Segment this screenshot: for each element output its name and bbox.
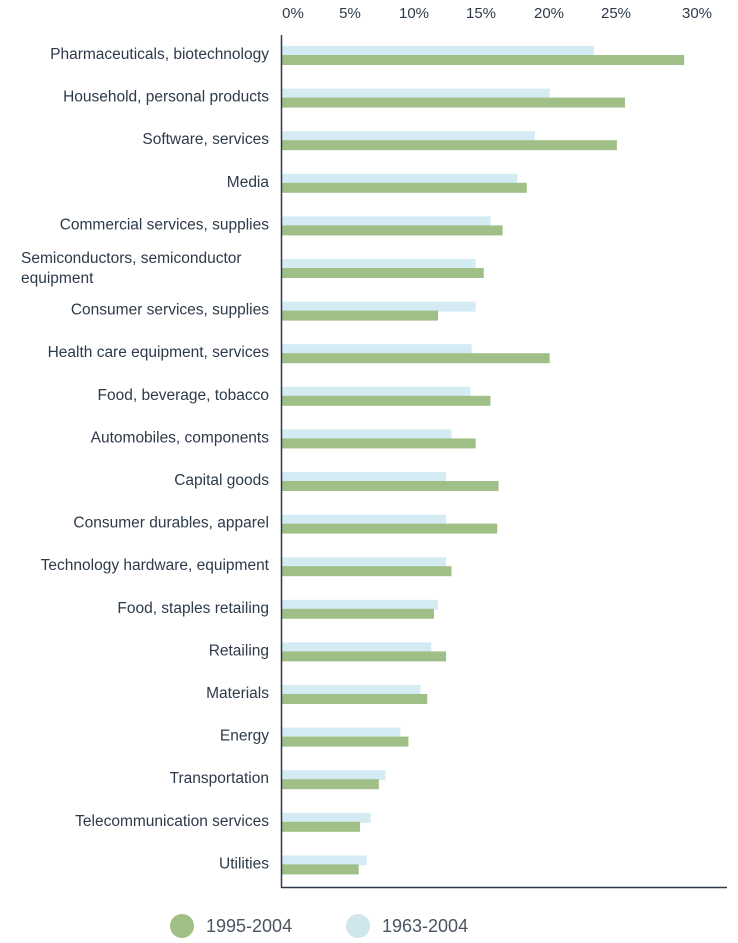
legend-label-1995-2004: 1995-2004 [206,915,293,936]
bar-1995-2004 [282,395,491,406]
bar-1995-2004 [282,225,503,236]
category-label: Food, staples retailing [117,600,269,617]
bar-1995-2004 [282,736,409,747]
category-label: Capital goods [174,472,269,489]
bar-1963-2004 [282,770,386,781]
x-tick-label: 30% [682,5,712,22]
bar-1995-2004 [282,821,361,832]
bar-1995-2004 [282,438,476,449]
category-label: Pharmaceuticals, biotechnology [50,46,269,63]
category-label: Consumer durables, apparel [73,515,269,532]
bar-1963-2004 [282,46,595,56]
x-axis-ticks: 0% 5% 10% 15% 20% 25% 30% [282,5,712,22]
category-label: Household, personal products [63,89,269,106]
bar-1963-2004 [282,855,367,866]
bar-1995-2004 [282,353,550,364]
bar-1963-2004 [282,344,472,355]
bar-1963-2004 [282,429,452,440]
bar-1995-2004 [282,694,428,704]
category-label: Health care equipment, services [48,344,270,361]
legend-label-1963-2004: 1963-2004 [382,915,469,936]
x-tick-label: 25% [601,5,631,22]
legend-swatch-1995-2004 [170,914,194,938]
bar-1963-2004 [282,685,421,695]
bar-1963-2004 [282,727,401,738]
bar-1963-2004 [282,599,439,610]
category-label: Transportation [170,770,269,787]
bar-1995-2004 [282,779,379,790]
bar-1963-2004 [282,259,476,269]
category-labels: Pharmaceuticals, biotechnology Household,… [21,46,270,872]
x-tick-label: 15% [466,5,496,22]
category-label: Telecommunication services [75,813,269,830]
bar-1995-2004 [282,140,617,151]
bar-1963-2004 [282,514,447,525]
category-label: Semiconductors, semiconductor equipment [21,250,242,287]
x-tick-label: 20% [534,5,564,22]
bar-1995-2004 [282,864,359,875]
bar-1995-2004 [282,55,685,65]
bar-1995-2004 [282,481,499,491]
bar-1995-2004 [282,608,434,619]
x-tick-label: 0% [282,5,304,22]
bar-1963-2004 [282,812,371,823]
bar-1963-2004 [282,173,518,184]
bars [282,46,685,875]
bar-1995-2004 [282,182,527,193]
x-tick-label: 10% [399,5,429,22]
category-label: Commercial services, supplies [60,216,270,233]
bar-1963-2004 [282,301,476,312]
bar-1963-2004 [282,557,447,568]
bar-1963-2004 [282,642,432,653]
bar-1963-2004 [282,472,447,482]
bar-1995-2004 [282,566,452,577]
bar-1963-2004 [282,216,491,227]
bar-1963-2004 [282,131,535,142]
category-label: Software, services [142,131,269,148]
bar-1995-2004 [282,651,447,662]
category-label: Retailing [209,642,269,659]
category-label: Food, beverage, tobacco [98,387,269,404]
bar-1995-2004 [282,268,484,278]
category-label: Energy [220,728,269,745]
category-label: Technology hardware, equipment [41,557,270,574]
category-label: Materials [206,685,269,702]
bar-1995-2004 [282,310,439,321]
category-label: Utilities [219,855,269,872]
bar-1995-2004 [282,97,625,108]
legend-item-1963-2004: 1963-2004 [346,914,468,938]
bar-1995-2004 [282,523,498,534]
bar-1963-2004 [282,88,550,99]
category-label: Automobiles, components [91,429,270,446]
bar-1963-2004 [282,386,471,397]
legend-item-1995-2004: 1995-2004 [170,914,292,938]
category-label: Consumer services, supplies [71,302,269,319]
legend-swatch-1963-2004 [346,914,370,938]
category-label: Media [227,174,270,191]
x-tick-label: 5% [339,5,361,22]
